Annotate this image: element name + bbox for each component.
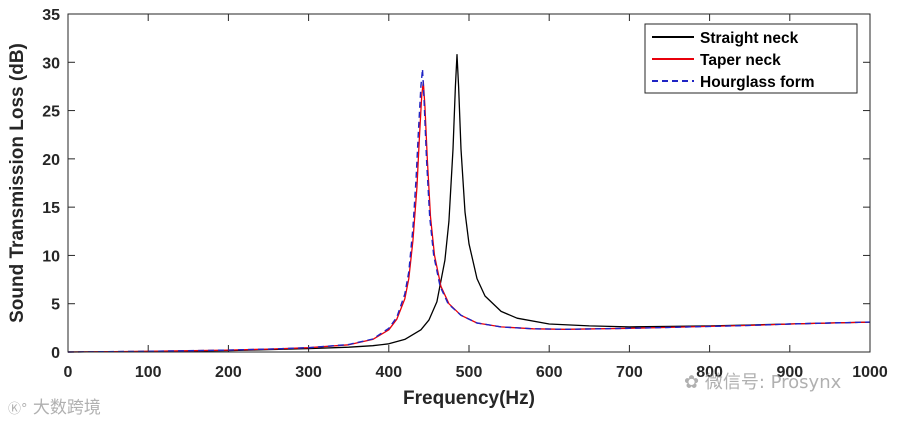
x-tick-label: 200 bbox=[215, 364, 242, 381]
watermark-left: Ⓚ° 大数跨境 bbox=[8, 393, 101, 418]
x-tick-label: 1000 bbox=[852, 364, 888, 381]
watermark-left-text: 大数跨境 bbox=[32, 398, 101, 418]
x-tick-label: 600 bbox=[536, 364, 563, 381]
x-axis-label: Frequency(Hz) bbox=[403, 388, 535, 409]
x-tick-label: 100 bbox=[135, 364, 162, 381]
y-tick-label: 5 bbox=[51, 297, 60, 314]
x-tick-label: 500 bbox=[456, 364, 483, 381]
x-tick-label: 300 bbox=[295, 364, 322, 381]
wechat-icon: ✿ bbox=[684, 372, 700, 393]
watermark-right: ✿ 微信号: Prosynx bbox=[684, 368, 841, 394]
y-tick-label: 10 bbox=[42, 248, 60, 265]
plot-frame bbox=[67, 13, 871, 353]
y-tick-label: 35 bbox=[42, 7, 60, 24]
y-axis-label: Sound Transmission Loss (dB) bbox=[7, 43, 28, 323]
y-tick-label: 20 bbox=[42, 152, 60, 169]
x-tick-label: 400 bbox=[375, 364, 402, 381]
y-tick-label: 25 bbox=[42, 104, 60, 121]
tick-labels: 0 100 200 300 400 500 600 700 800 900 1000 0 5 10 15 20… bbox=[42, 7, 888, 381]
x-tick-label: 0 bbox=[64, 364, 73, 381]
series-line-taper-neck bbox=[67, 80, 871, 353]
y-tick-label: 0 bbox=[51, 345, 60, 362]
x-tick-label: 700 bbox=[616, 364, 643, 381]
x-tick-label: 800 bbox=[696, 364, 723, 381]
y-tick-label: 15 bbox=[42, 200, 60, 217]
watermark-logo-icon: Ⓚ° bbox=[8, 402, 28, 417]
legend: Straight neck Taper neck Hourglass form bbox=[644, 23, 858, 94]
series-line-straight-neck bbox=[67, 53, 871, 353]
watermark-right-text: 微信号: Prosynx bbox=[704, 372, 842, 393]
x-tick-label: 900 bbox=[776, 364, 803, 381]
legend-label-hourglass-form: Hourglass form bbox=[700, 74, 815, 91]
legend-label-taper-neck: Taper neck bbox=[700, 52, 781, 69]
legend-label-straight-neck: Straight neck bbox=[700, 30, 799, 47]
series-lines bbox=[67, 53, 871, 353]
y-tick-label: 30 bbox=[42, 55, 60, 72]
